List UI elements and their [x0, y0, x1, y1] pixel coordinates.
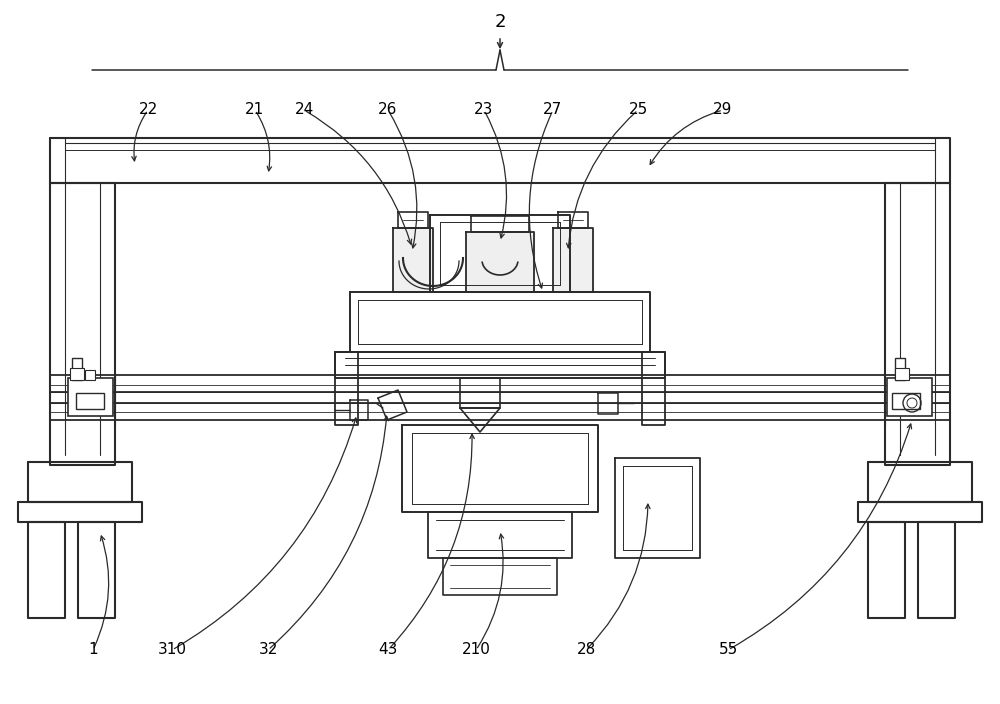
Text: 28: 28	[576, 643, 596, 658]
Text: 32: 32	[258, 643, 278, 658]
Text: 21: 21	[245, 103, 265, 118]
Bar	[895, 358, 905, 380]
Polygon shape	[393, 228, 433, 292]
Bar	[68, 378, 113, 416]
Text: 29: 29	[713, 103, 733, 118]
Bar	[895, 368, 909, 380]
Polygon shape	[466, 232, 534, 292]
Text: 2: 2	[494, 13, 506, 31]
Text: 43: 43	[378, 643, 398, 658]
Text: 25: 25	[628, 103, 648, 118]
Text: 1: 1	[88, 643, 98, 658]
Text: 310: 310	[158, 643, 186, 658]
Text: 26: 26	[378, 103, 398, 118]
Bar	[70, 368, 84, 380]
Text: 210: 210	[462, 643, 490, 658]
Text: 27: 27	[543, 103, 563, 118]
Bar	[887, 378, 932, 416]
Text: 22: 22	[138, 103, 158, 118]
Text: 55: 55	[718, 643, 738, 658]
Text: 24: 24	[294, 103, 314, 118]
Text: 23: 23	[474, 103, 494, 118]
Polygon shape	[553, 228, 593, 292]
Bar	[85, 370, 95, 380]
Bar	[892, 393, 920, 409]
Bar	[76, 393, 104, 409]
Bar	[72, 358, 82, 380]
